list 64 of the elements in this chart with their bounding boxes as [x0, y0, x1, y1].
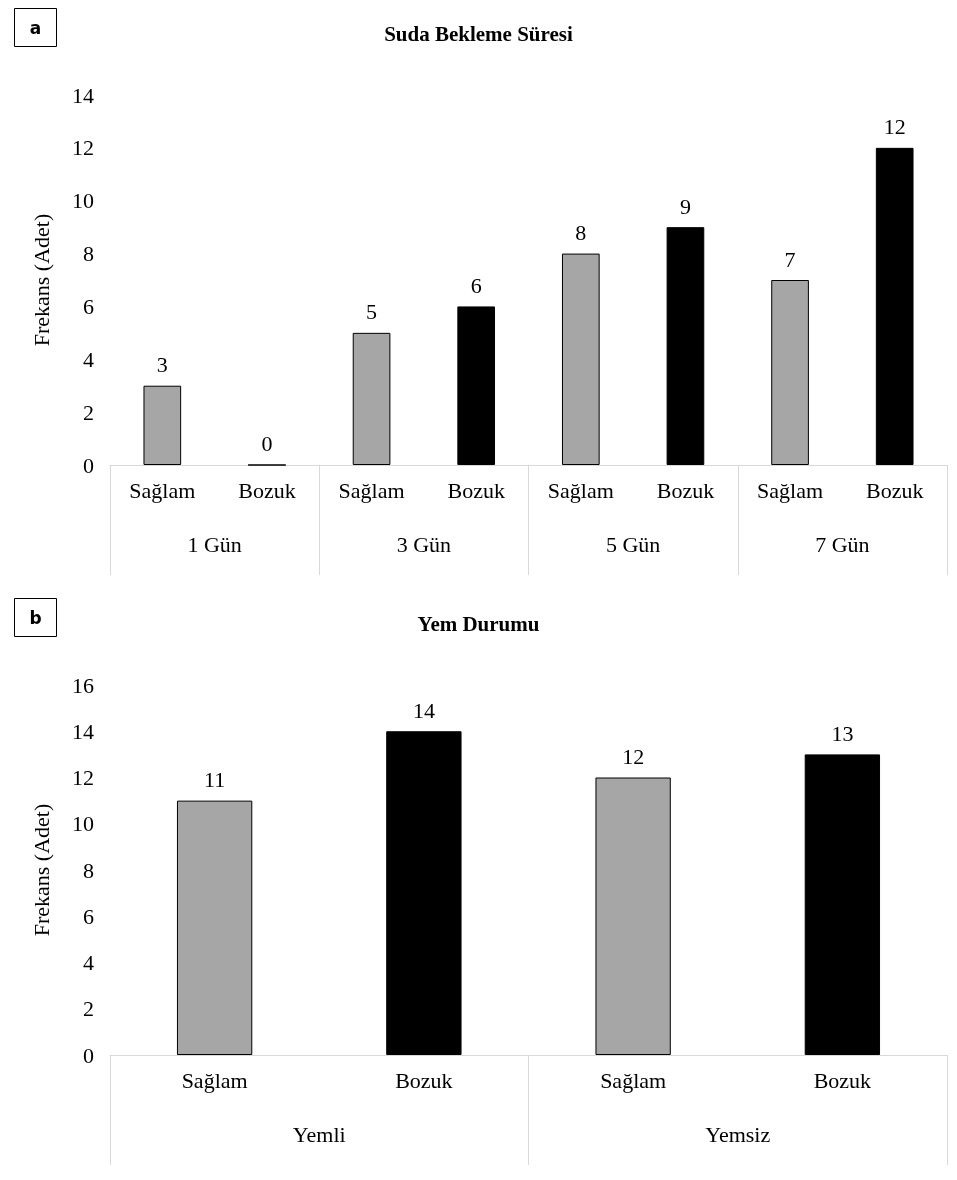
x-tick-label: Bozuk [395, 1067, 453, 1093]
chart-subtitle: b [29, 607, 42, 628]
y-axis-title: Frekans (Adet) [28, 803, 54, 937]
text: 5 Gün [605, 531, 661, 557]
bar [176, 800, 253, 1055]
y-tick-label: 14 [72, 82, 94, 108]
bar [561, 253, 600, 465]
x-tick-label: Sağlam [129, 477, 196, 503]
y-tick-label: 14 [72, 718, 94, 744]
text: 3 Gün [396, 531, 452, 557]
y-tick-label: 2 [83, 996, 94, 1022]
bar [595, 777, 671, 1055]
bar [771, 280, 809, 465]
y-tick-label: 2 [83, 399, 94, 425]
x-tick-label: Sağlam [600, 1067, 667, 1093]
bar [352, 332, 391, 465]
y-tick-label: 12 [72, 135, 94, 161]
y-tick-label: 16 [72, 672, 94, 698]
y-tick-label: 6 [83, 903, 94, 929]
data-label: 3 [156, 352, 168, 378]
y-tick-label: 4 [83, 346, 94, 372]
y-tick-label: 0 [83, 1042, 94, 1068]
text: 1 Gün [187, 531, 242, 557]
bar [666, 227, 705, 465]
y-tick-label: 8 [83, 857, 94, 883]
data-label: 12 [883, 114, 906, 140]
chart-title: Yem Durumu [417, 611, 540, 636]
data-label: 9 [679, 193, 691, 219]
x-tick-label: Bozuk [238, 477, 296, 503]
bar [875, 147, 914, 465]
y-tick-label: 10 [72, 811, 94, 837]
data-label: 5 [366, 299, 378, 325]
chart-title: Suda Bekleme Süresi [384, 21, 573, 46]
y-tick-label: 12 [72, 765, 94, 790]
x-tick-label: Sağlam [181, 1067, 248, 1093]
data-label: 12 [622, 744, 645, 769]
y-tick-label: 4 [83, 950, 94, 975]
y-axis-title: Frekans (Adet) [28, 213, 54, 347]
x-tick-label: Bozuk [656, 477, 715, 503]
chart-subtitle: a [29, 17, 42, 38]
text: 7 Gün [815, 531, 870, 557]
y-tick-label: 10 [72, 188, 94, 214]
bar [457, 306, 496, 465]
y-tick-label: 6 [83, 293, 94, 319]
text: Yemli [292, 1121, 346, 1147]
x-tick-label: Bozuk [813, 1067, 872, 1093]
data-label: 0 [261, 431, 273, 456]
x-tick-label: Bozuk [447, 477, 505, 503]
data-label: 13 [831, 720, 854, 746]
data-label: 7 [784, 246, 796, 272]
x-tick-label: Sağlam [757, 477, 824, 503]
text: Yemsiz [705, 1121, 771, 1147]
bar [386, 731, 462, 1055]
data-label: 14 [412, 697, 435, 723]
x-tick-label: Bozuk [865, 477, 924, 503]
data-label: 6 [470, 272, 482, 298]
data-label: 8 [575, 220, 587, 246]
x-tick-label: Sağlam [547, 477, 614, 503]
bar [143, 385, 182, 465]
data-label: 11 [204, 767, 226, 793]
bar [804, 754, 881, 1055]
x-tick-label: Sağlam [338, 477, 405, 503]
y-tick-label: 8 [83, 241, 94, 267]
y-tick-label: 0 [83, 452, 94, 478]
